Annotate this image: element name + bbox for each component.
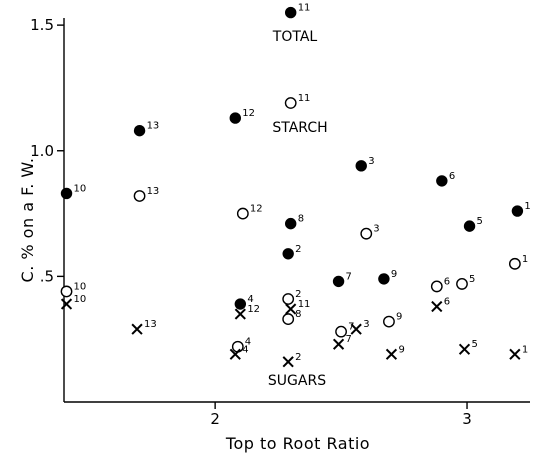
point-label-starch: 9 bbox=[396, 312, 402, 323]
y-tick-label: .5 bbox=[40, 267, 54, 285]
series-label-total: TOTAL bbox=[272, 29, 318, 45]
point-starch bbox=[60, 285, 73, 298]
point-sugars bbox=[458, 343, 471, 355]
point-sugars bbox=[234, 308, 246, 320]
point-label-starch: 3 bbox=[373, 224, 379, 235]
series-label-starch: STARCH bbox=[272, 120, 327, 136]
point-total bbox=[332, 275, 345, 288]
point-starch bbox=[282, 293, 295, 305]
point-starch bbox=[383, 315, 395, 328]
series-label-sugars: SUGARS bbox=[268, 373, 326, 389]
point-label-total: 3 bbox=[368, 156, 374, 167]
point-starch bbox=[430, 280, 443, 293]
point-total bbox=[229, 112, 241, 124]
point-label-total: 4 bbox=[247, 294, 253, 305]
point-label-sugars: 11 bbox=[298, 299, 311, 310]
point-sugars bbox=[509, 348, 521, 360]
point-label-sugars: 5 bbox=[472, 339, 478, 350]
point-starch bbox=[133, 190, 146, 202]
point-label-starch: 11 bbox=[298, 93, 311, 104]
point-total bbox=[60, 187, 73, 200]
point-label-sugars: 2 bbox=[295, 352, 301, 363]
point-sugars bbox=[282, 356, 294, 368]
point-sugars bbox=[385, 348, 398, 360]
point-total bbox=[234, 298, 247, 310]
point-total bbox=[133, 124, 146, 137]
point-label-starch: 6 bbox=[444, 276, 450, 287]
point-label-total: 2 bbox=[295, 244, 301, 255]
point-total bbox=[285, 6, 297, 19]
x-tick-label: 2 bbox=[210, 410, 220, 428]
point-label-total: 7 bbox=[346, 271, 352, 282]
point-total bbox=[511, 205, 524, 217]
point-label-sugars: 3 bbox=[363, 319, 369, 330]
y-tick-label: 1.5 bbox=[30, 16, 54, 34]
point-label-starch: 2 bbox=[295, 289, 301, 300]
point-starch bbox=[508, 257, 521, 270]
point-starch bbox=[456, 278, 468, 290]
point-total bbox=[282, 248, 294, 260]
point-label-total: 8 bbox=[298, 214, 304, 225]
point-label-sugars: 6 bbox=[444, 297, 450, 308]
point-starch bbox=[282, 313, 295, 325]
point-label-starch: 8 bbox=[295, 309, 301, 320]
y-tick-label: 1.0 bbox=[30, 142, 54, 160]
point-label-total: 1 bbox=[524, 201, 530, 212]
point-sugars bbox=[285, 303, 297, 315]
point-sugars bbox=[431, 300, 443, 313]
point-sugars bbox=[332, 338, 345, 350]
point-label-total: 13 bbox=[147, 121, 160, 132]
point-label-total: 10 bbox=[74, 183, 87, 194]
point-label-starch: 4 bbox=[245, 337, 251, 348]
point-label-sugars: 4 bbox=[242, 344, 248, 355]
point-label-total: 12 bbox=[242, 108, 255, 119]
point-sugars bbox=[131, 323, 143, 335]
point-label-sugars: 1 bbox=[522, 344, 528, 355]
axes bbox=[63, 18, 530, 403]
point-starch bbox=[360, 227, 373, 240]
x-tick-label: 3 bbox=[462, 410, 472, 428]
point-label-starch: 7 bbox=[348, 322, 354, 333]
point-label-starch: 5 bbox=[469, 274, 475, 285]
point-label-sugars: 9 bbox=[398, 344, 404, 355]
point-label-starch: 1 bbox=[522, 254, 528, 265]
point-starch bbox=[236, 207, 249, 220]
point-label-sugars: 12 bbox=[247, 304, 260, 315]
point-label-sugars: 7 bbox=[346, 334, 352, 345]
x-axis-title: Top to Root Ratio bbox=[225, 434, 370, 453]
y-axis-title: C. % on a F. W. bbox=[18, 158, 37, 283]
point-label-sugars: 13 bbox=[144, 319, 157, 330]
point-sugars bbox=[350, 323, 362, 335]
point-label-sugars: 10 bbox=[74, 294, 87, 305]
point-starch bbox=[335, 325, 347, 338]
data-points bbox=[60, 6, 524, 368]
point-label-starch: 10 bbox=[74, 281, 87, 292]
point-total bbox=[436, 175, 448, 187]
point-total bbox=[285, 217, 297, 230]
point-sugars bbox=[60, 298, 73, 310]
point-label-total: 11 bbox=[298, 3, 311, 14]
point-total bbox=[463, 220, 476, 232]
point-label-total: 9 bbox=[391, 269, 397, 280]
point-sugars bbox=[229, 348, 241, 360]
point-starch bbox=[284, 97, 297, 109]
point-total bbox=[355, 160, 367, 172]
point-total bbox=[378, 273, 390, 285]
point-label-starch: 13 bbox=[147, 186, 160, 197]
axis-ticks: 2 3 .5 1.0 1.5 bbox=[30, 16, 472, 428]
point-label-total: 6 bbox=[449, 171, 455, 182]
point-label-total: 5 bbox=[477, 216, 483, 227]
point-label-starch: 12 bbox=[250, 204, 263, 215]
